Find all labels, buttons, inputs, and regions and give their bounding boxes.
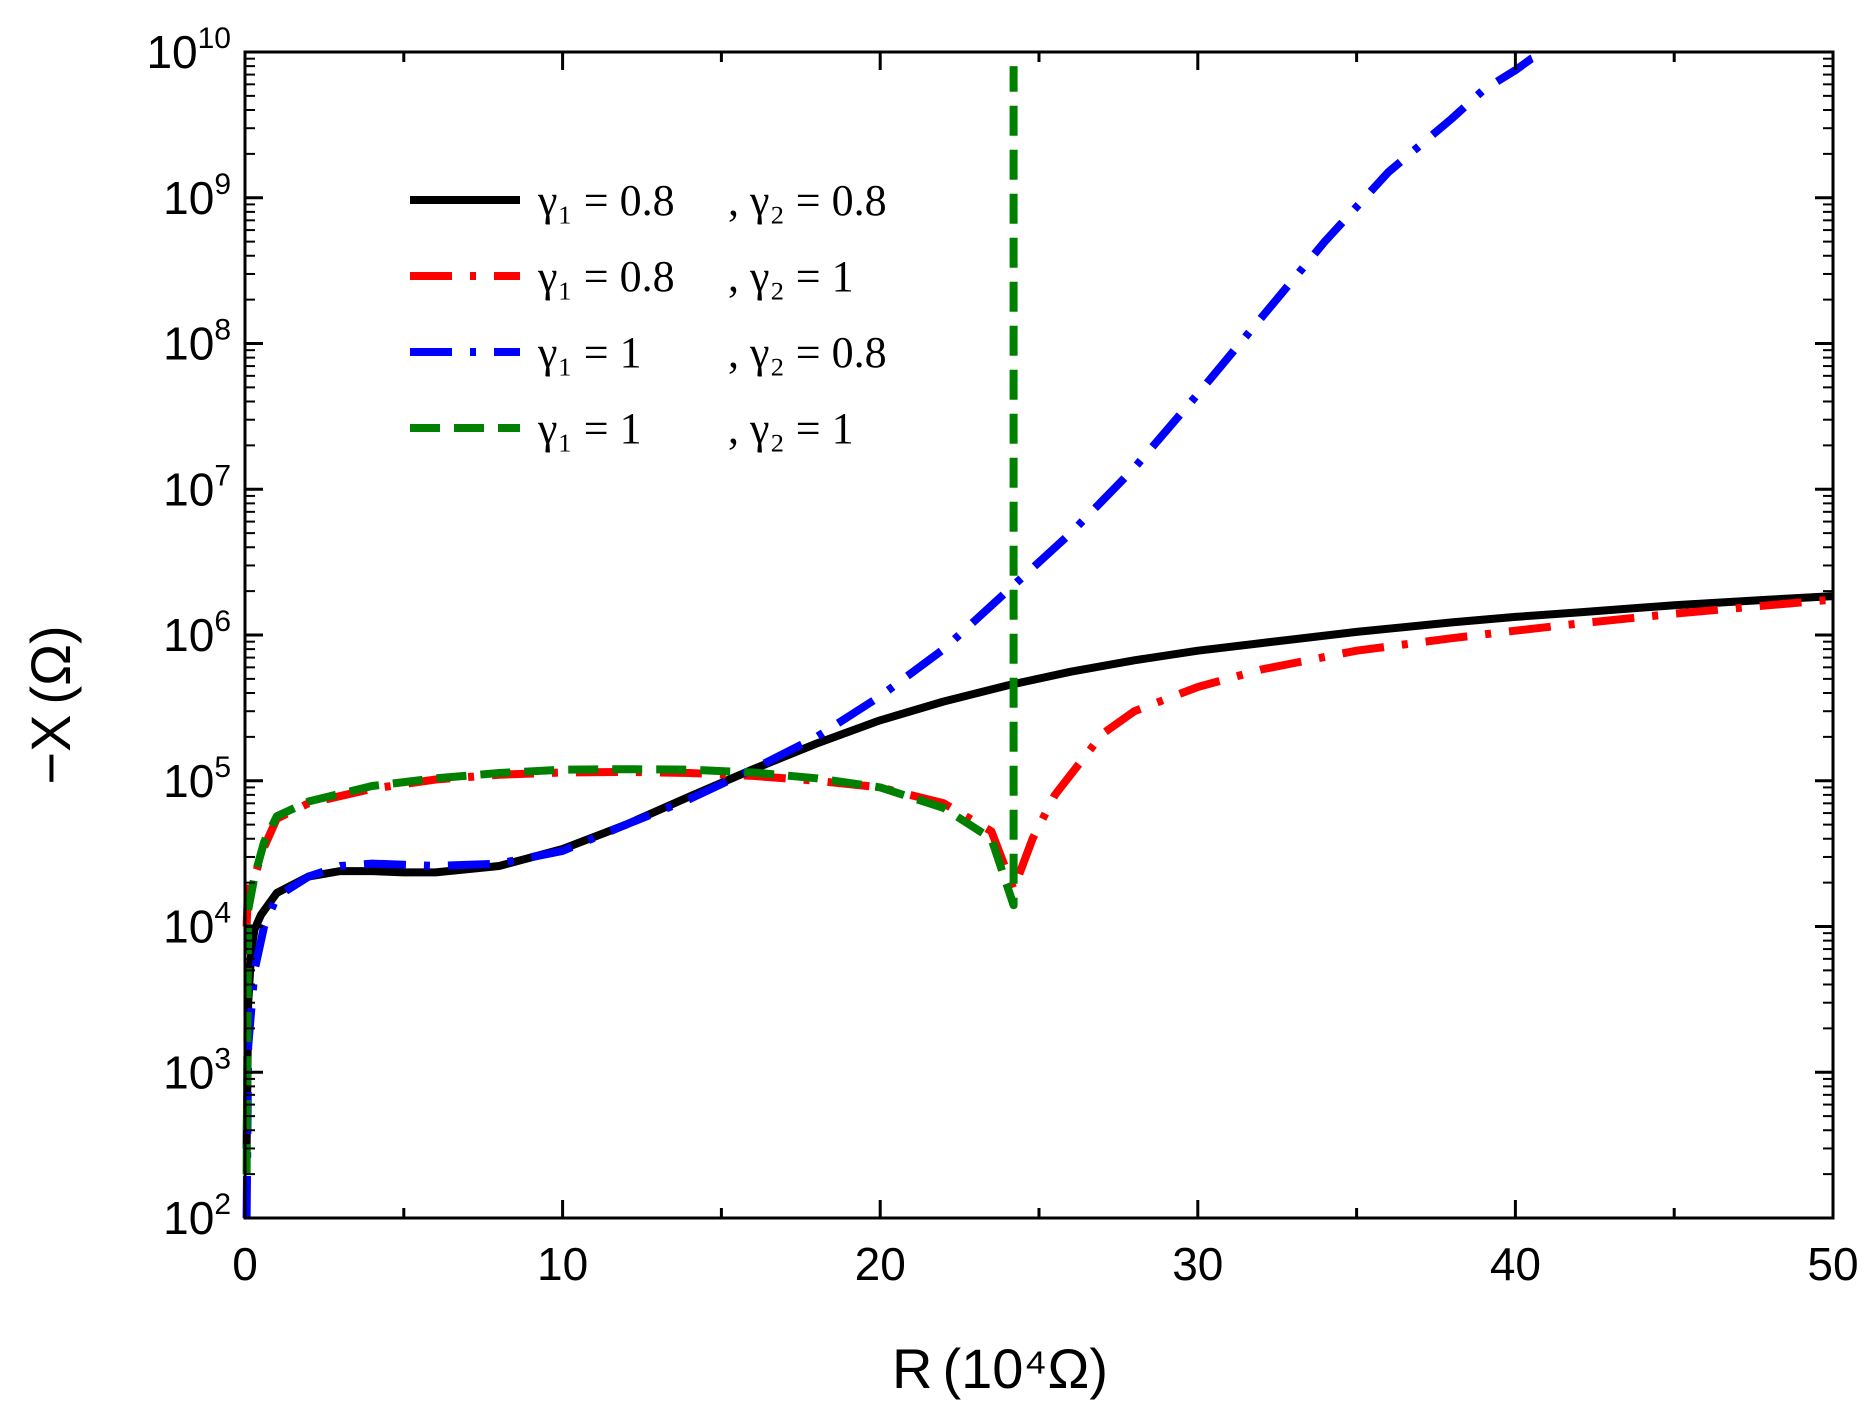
ticks-layer: 0 10 20 30 40 50 102 103 104 105 106 107 108 109 1010 — [146, 22, 1858, 1290]
y-tick-label: 103 — [163, 1042, 231, 1098]
y-tick-label: 102 — [163, 1188, 231, 1244]
x-tick-label: 0 — [232, 1238, 258, 1290]
legend: γ₁ = 0.8 , γ₂ = 0.8 γ₁ = 0.8 , γ₂ = 1 γ₁… — [410, 176, 887, 453]
legend-entry-3-gamma1: γ₁ = 1 — [537, 328, 642, 377]
legend-entry-1-gamma2: , γ₂ = 0.8 — [728, 176, 887, 225]
x-tick-label: 50 — [1807, 1238, 1858, 1290]
x-axis-label: R — [892, 1337, 932, 1400]
y-tick-label: 107 — [163, 459, 231, 515]
legend-entry-4-gamma2: , γ₂ = 1 — [728, 404, 854, 453]
y-tick-label: 105 — [163, 751, 231, 807]
x-axis-title: R (10⁴Ω) — [892, 1337, 1108, 1400]
legend-entry-2-gamma2: , γ₂ = 1 — [728, 252, 854, 301]
legend-entry-4-gamma1: γ₁ = 1 — [537, 404, 642, 453]
legend-entry-1-gamma1: γ₁ = 0.8 — [537, 176, 675, 225]
x-tick-label: 20 — [855, 1238, 906, 1290]
y-axis-unit: (Ω) — [19, 625, 82, 704]
x-axis-unit: (10⁴Ω) — [942, 1337, 1108, 1400]
x-tick-label: 10 — [537, 1238, 588, 1290]
y-tick-label: 1010 — [146, 22, 231, 78]
y-tick-label: 109 — [163, 168, 231, 224]
svg-text:−X(Ω): −X (Ω) — [19, 625, 82, 784]
x-tick-label: 40 — [1490, 1238, 1541, 1290]
y-axis-title: −X (Ω) — [19, 625, 82, 784]
legend-entry-2-gamma1: γ₁ = 0.8 — [537, 252, 675, 301]
y-tick-label: 108 — [163, 314, 231, 370]
x-tick-label: 30 — [1172, 1238, 1223, 1290]
series-layer — [242, 48, 1834, 1219]
series-line-2 — [242, 595, 1834, 927]
y-axis-label: −X — [19, 715, 82, 785]
series-line-3 — [242, 48, 1549, 1219]
legend-entry-3-gamma2: , γ₂ = 0.8 — [728, 328, 887, 377]
svg-text:R(10⁴Ω): R (10⁴Ω) — [892, 1337, 1108, 1400]
series-line-4 — [242, 66, 1018, 1175]
y-tick-label: 106 — [163, 605, 231, 661]
y-tick-label: 104 — [163, 897, 231, 953]
